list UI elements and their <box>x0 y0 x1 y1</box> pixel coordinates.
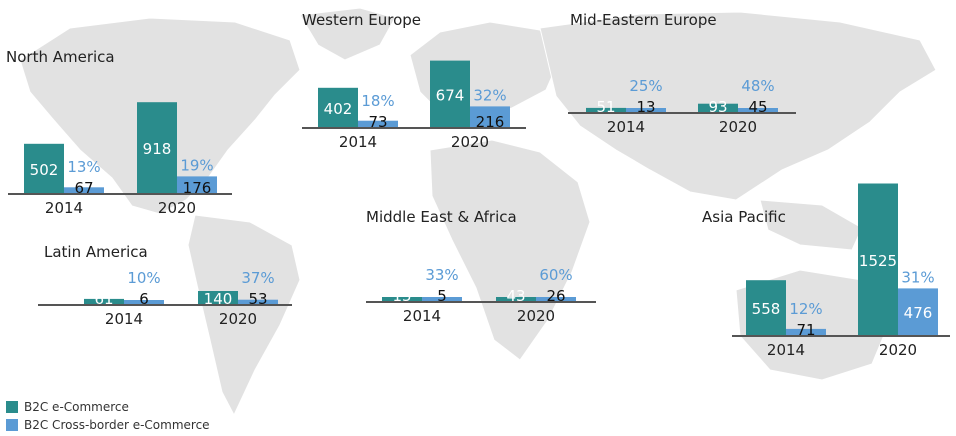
legend-item-cross-border: B2C Cross-border e-Commerce <box>6 416 210 434</box>
legend-swatch-cross-border <box>6 419 18 431</box>
north-america-category-label-2014: 2014 <box>45 199 83 217</box>
asia-pacific-cross-border-value-2014: 71 <box>796 321 815 339</box>
middle-east-africa-b2c-bar-2020 <box>496 297 536 302</box>
middle-east-africa-b2c-bar-2014 <box>382 297 422 302</box>
western-europe-b2c-value-2014: 402 <box>324 100 353 118</box>
north-america-b2c-value-2020: 918 <box>143 140 172 158</box>
north-america-cross-border-value-2014: 67 <box>74 179 93 197</box>
north-america-title: North America <box>6 48 115 66</box>
latin-america-title: Latin America <box>44 243 148 261</box>
legend-label-cross-border: B2C Cross-border e-Commerce <box>24 418 210 432</box>
middle-east-africa-cross-border-value-2014: 5 <box>437 287 447 305</box>
mid-eastern-europe-b2c-value-2020: 93 <box>708 98 727 116</box>
middle-east-africa-percent-label-2020: 60% <box>539 266 572 284</box>
asia-pacific-b2c-bar-2014 <box>746 280 786 336</box>
latin-america-percent-label-2014: 10% <box>127 269 160 287</box>
mid-eastern-europe-percent-label-2020: 48% <box>741 77 774 95</box>
asia-pacific-cross-border-value-2020: 476 <box>904 304 933 322</box>
mid-eastern-europe-category-label-2014: 2014 <box>607 118 645 136</box>
latin-america-category-label-2020: 2020 <box>219 310 257 328</box>
north-america-cross-border-bar-2014 <box>64 187 104 194</box>
map-southeast-asia <box>759 199 863 251</box>
mid-eastern-europe-percent-label-2014: 25% <box>629 77 662 95</box>
latin-america-cross-border-bar-2020 <box>238 299 278 305</box>
asia-pacific-b2c-value-2014: 558 <box>752 300 781 318</box>
north-america-b2c-bar-2020 <box>137 102 177 194</box>
middle-east-africa-cross-border-bar-2020 <box>536 297 576 302</box>
map-south-america <box>187 214 301 417</box>
middle-east-africa-b2c-value-2020: 43 <box>506 287 525 305</box>
mid-eastern-europe-title: Mid-Eastern Europe <box>570 11 717 29</box>
north-america-b2c-value-2014: 502 <box>30 161 59 179</box>
map-africa <box>429 139 591 361</box>
middle-east-africa-cross-border-bar-2014 <box>422 297 462 302</box>
mid-eastern-europe-cross-border-bar-2014 <box>626 108 666 113</box>
middle-east-africa-cross-border-value-2020: 26 <box>546 287 565 305</box>
latin-america-b2c-bar-2020 <box>198 291 238 305</box>
asia-pacific-percent-label-2014: 12% <box>789 300 822 318</box>
legend: B2C e-Commerce B2C Cross-border e-Commer… <box>6 398 210 434</box>
mid-eastern-europe-cross-border-value-2020: 45 <box>748 98 767 116</box>
latin-america-b2c-value-2014: 61 <box>94 290 113 308</box>
middle-east-africa-category-label-2020: 2020 <box>517 307 555 325</box>
latin-america-b2c-bar-2014 <box>84 298 124 305</box>
latin-america-percent-label-2020: 37% <box>241 269 274 287</box>
western-europe-cross-border-value-2014: 73 <box>368 113 387 131</box>
asia-pacific-cross-border-bar-2020 <box>898 288 938 336</box>
middle-east-africa-percent-label-2014: 33% <box>425 266 458 284</box>
legend-label-b2c: B2C e-Commerce <box>24 400 129 414</box>
latin-america-category-label-2014: 2014 <box>105 310 143 328</box>
asia-pacific-b2c-bar-2020 <box>858 183 898 336</box>
mid-eastern-europe-b2c-bar-2014 <box>586 107 626 113</box>
legend-item-b2c: B2C e-Commerce <box>6 398 210 416</box>
legend-swatch-b2c <box>6 401 18 413</box>
latin-america-cross-border-value-2014: 6 <box>139 290 149 308</box>
latin-america-cross-border-bar-2014 <box>124 300 164 305</box>
middle-east-africa-category-label-2014: 2014 <box>403 307 441 325</box>
mid-eastern-europe-cross-border-value-2014: 13 <box>636 98 655 116</box>
western-europe-title: Western Europe <box>302 11 421 29</box>
asia-pacific-category-label-2020: 2020 <box>879 341 917 359</box>
north-america-percent-label-2020: 19% <box>180 156 213 174</box>
map-greenland <box>299 7 396 61</box>
western-europe-b2c-bar-2020 <box>430 60 470 128</box>
western-europe-cross-border-value-2020: 216 <box>476 113 505 131</box>
mid-eastern-europe-b2c-bar-2020 <box>698 103 738 113</box>
western-europe-percent-label-2014: 18% <box>361 92 394 110</box>
mid-eastern-europe-category-label-2020: 2020 <box>719 118 757 136</box>
asia-pacific-b2c-value-2020: 1525 <box>859 252 897 270</box>
asia-pacific-cross-border-bar-2014 <box>786 328 826 336</box>
north-america-category-label-2020: 2020 <box>158 199 196 217</box>
western-europe-b2c-bar-2014 <box>318 87 358 128</box>
asia-pacific-category-label-2014: 2014 <box>767 341 805 359</box>
north-america-percent-label-2014: 13% <box>67 158 100 176</box>
mid-eastern-europe-cross-border-bar-2020 <box>738 108 778 113</box>
western-europe-cross-border-bar-2014 <box>358 120 398 128</box>
western-europe-category-label-2020: 2020 <box>451 133 489 151</box>
mid-eastern-europe-b2c-value-2014: 51 <box>596 98 615 116</box>
latin-america-cross-border-value-2020: 53 <box>248 290 267 308</box>
north-america-cross-border-bar-2020 <box>177 176 217 194</box>
north-america-b2c-bar-2014 <box>24 143 64 194</box>
latin-america-b2c-value-2020: 140 <box>204 290 233 308</box>
asia-pacific-percent-label-2020: 31% <box>901 268 934 286</box>
western-europe-percent-label-2020: 32% <box>473 86 506 104</box>
western-europe-category-label-2014: 2014 <box>339 133 377 151</box>
north-america-cross-border-value-2020: 176 <box>183 179 212 197</box>
middle-east-africa-b2c-value-2014: 15 <box>392 287 411 305</box>
asia-pacific-title: Asia Pacific <box>702 208 786 226</box>
middle-east-africa-title: Middle East & Africa <box>366 208 517 226</box>
western-europe-b2c-value-2020: 674 <box>436 86 465 104</box>
western-europe-cross-border-bar-2020 <box>470 106 510 128</box>
